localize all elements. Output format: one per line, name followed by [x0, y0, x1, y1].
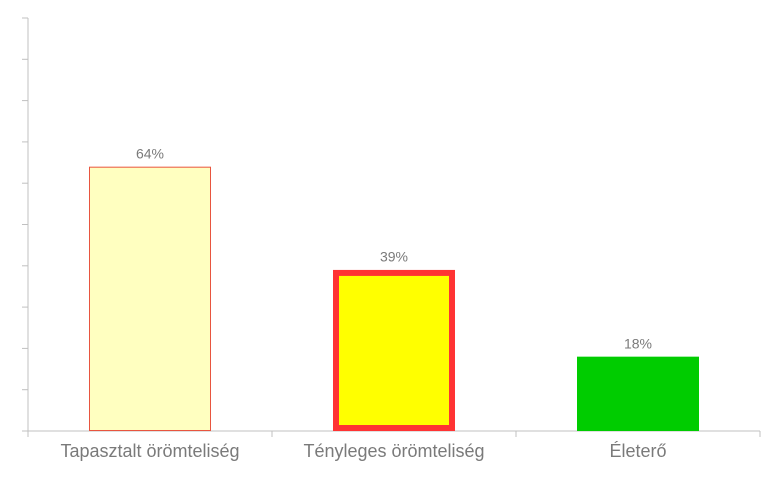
- bar: [577, 356, 699, 431]
- value-label: 18%: [624, 335, 652, 351]
- x-tick-label: Életerő: [609, 441, 666, 461]
- x-tick-label: Tapasztalt örömteliség: [60, 441, 239, 461]
- value-label: 64%: [136, 145, 164, 161]
- x-tick-label: Tényleges örömteliség: [303, 441, 484, 461]
- value-label: 39%: [380, 249, 408, 265]
- bar: [89, 166, 211, 431]
- bar: [333, 269, 455, 431]
